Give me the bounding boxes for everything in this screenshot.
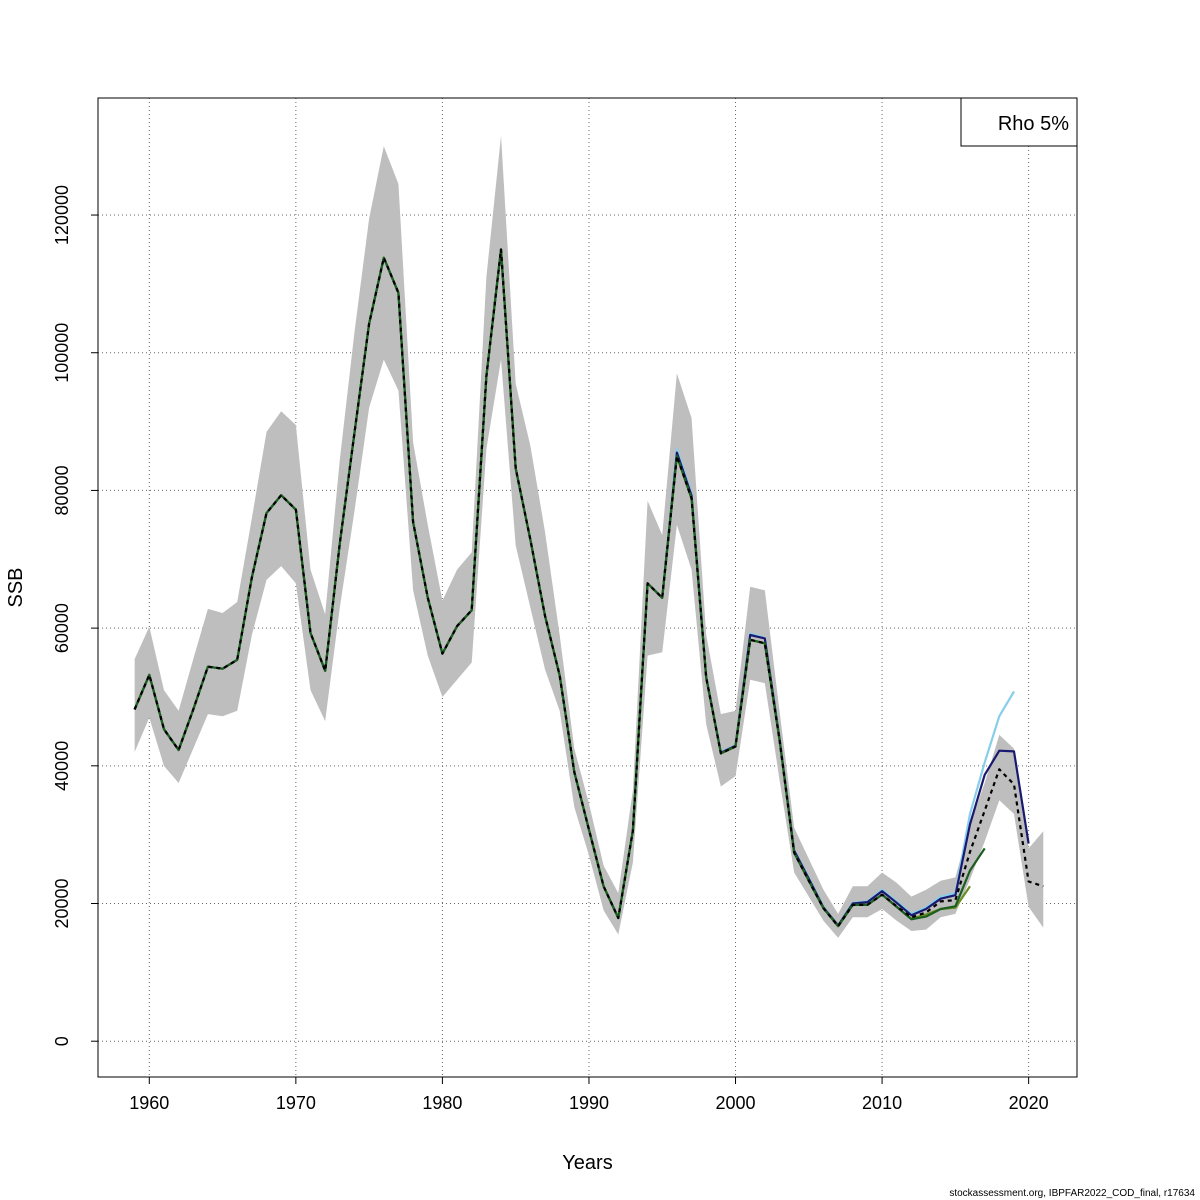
series-lines-layer xyxy=(133,248,1044,928)
axes: 1960 1970 1980 1990 2000 2010 2020 0 20000 40000 6… xyxy=(52,185,1049,1113)
y-tick-label: 40000 xyxy=(52,741,72,791)
x-tick-label: 1970 xyxy=(276,1093,316,1113)
legend-label: Rho 5% xyxy=(998,113,1069,135)
x-tick-label: 2000 xyxy=(715,1093,755,1113)
y-axis-title: SSB xyxy=(5,567,27,607)
footer-caption: stockassessment.org, IBPFAR2022_COD_fina… xyxy=(949,1188,1195,1199)
y-tick-label: 100000 xyxy=(52,323,72,383)
x-tick-label: 1960 xyxy=(129,1093,169,1113)
plot-frame xyxy=(97,97,1078,1078)
x-tick-label: 1990 xyxy=(569,1093,609,1113)
y-tick-label: 60000 xyxy=(52,603,72,653)
y-tick-label: 80000 xyxy=(52,465,72,515)
confidence-band-layer xyxy=(134,135,1044,938)
legend-box: Rho 5% xyxy=(960,97,1078,147)
x-tick-label: 2010 xyxy=(862,1093,902,1113)
y-tick-label: 120000 xyxy=(52,185,72,245)
x-axis-title: Years xyxy=(562,1152,612,1174)
x-tick-label: 1980 xyxy=(422,1093,462,1113)
legend-frame xyxy=(960,97,1078,147)
x-tick-label: 2020 xyxy=(1009,1093,1049,1113)
y-tick-label: 20000 xyxy=(52,878,72,928)
y-tick-label: 0 xyxy=(52,1036,72,1046)
confidence-band xyxy=(134,135,1044,938)
series-line-5 xyxy=(133,248,1044,928)
